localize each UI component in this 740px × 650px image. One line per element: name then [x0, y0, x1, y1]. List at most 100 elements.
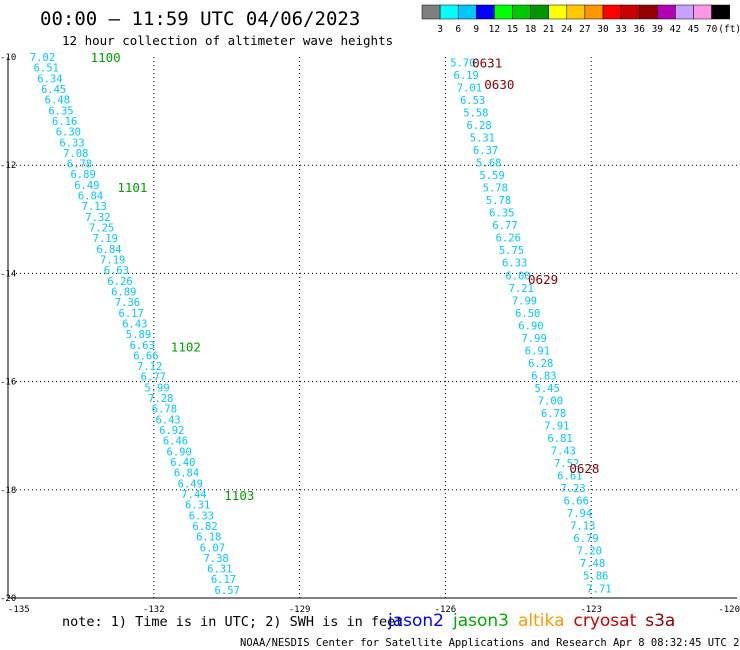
wave-height-value: 7.20 — [577, 546, 602, 558]
satellite-name: jason3 — [452, 611, 509, 631]
wave-height-value: 5.59 — [479, 170, 504, 182]
pass-time-label: 1100 — [91, 50, 121, 65]
legend-label: 45 — [688, 24, 699, 35]
legend-swatch — [566, 4, 586, 20]
legend-label: 6 — [455, 24, 461, 35]
wave-height-value: 6.63 — [104, 265, 129, 277]
wave-height-value: 7.44 — [181, 489, 206, 501]
legend-label: 18 — [525, 24, 537, 35]
pass-time-label: 1102 — [171, 339, 201, 354]
wave-height-value: 6.77 — [141, 372, 166, 384]
wave-height-values: 7.026.516.346.456.486.356.166.306.337.08… — [30, 52, 612, 597]
wave-height-value: 6.84 — [174, 468, 199, 480]
wave-height-value: 6.16 — [52, 116, 77, 128]
wave-height-value: 6.30 — [56, 127, 81, 139]
wave-height-value: 5.75 — [499, 245, 524, 257]
wave-height-value: 6.33 — [502, 258, 527, 270]
legend-label: 24 — [561, 24, 573, 35]
wave-height-value: 7.36 — [115, 297, 140, 309]
wave-height-value: 6.46 — [163, 436, 188, 448]
legend-swatch — [530, 4, 549, 20]
legend-label: (ft) — [718, 24, 740, 35]
wave-height-value: 7.23 — [560, 483, 585, 495]
legend-swatch — [711, 4, 730, 20]
satellite-name: cryosat — [574, 611, 637, 631]
wave-height-value: 6.78 — [541, 408, 566, 420]
wave-height-value: 5.99 — [144, 382, 169, 394]
wave-height-value: 6.07 — [200, 542, 225, 554]
wave-height-value: 7.01 — [457, 82, 482, 94]
wave-height-value: 6.35 — [489, 208, 514, 220]
legend-label: 15 — [507, 24, 518, 35]
legend-swatch — [638, 4, 658, 20]
wave-height-value: 7.08 — [63, 148, 88, 160]
y-tick-label: -18 — [0, 486, 16, 496]
wave-height-value: 6.18 — [196, 532, 221, 544]
wave-height-value: 5.70 — [450, 57, 475, 69]
wave-height-value: 5.78 — [483, 183, 508, 195]
wave-height-value: 5.78 — [486, 195, 511, 207]
legend-label: 42 — [670, 24, 681, 35]
wave-height-value: 7.13 — [570, 521, 595, 533]
wave-height-value: 6.26 — [107, 276, 132, 288]
wave-height-value: 7.12 — [137, 361, 162, 373]
y-tick-label: -10 — [0, 53, 16, 63]
wave-height-value: 6.66 — [133, 350, 158, 362]
wave-height-value: 7.38 — [203, 553, 228, 565]
pass-time-label: 1101 — [117, 180, 147, 195]
legend-swatch — [476, 4, 495, 20]
wave-height-value: 6.84 — [96, 244, 121, 256]
legend-label: 3 — [437, 24, 443, 35]
legend-label: 12 — [489, 24, 500, 35]
legend-swatch — [421, 4, 441, 20]
pass-time-labels: 1100 1101 1102 1103 0631 0630 0629 0628 — [91, 50, 600, 503]
footer-credit: NOAA/NESDIS Center for Satellite Applica… — [240, 637, 740, 649]
x-tick-label: -132 — [143, 605, 165, 615]
wave-height-value: 6.78 — [152, 404, 177, 416]
wave-height-value: 6.78 — [67, 159, 92, 171]
wave-height-value: 7.32 — [85, 212, 110, 224]
chart-title: 00:00 – 11:59 UTC 04/06/2023 — [40, 8, 360, 30]
footer-note: note: 1) Time is in UTC; 2) SWH is in fe… — [62, 614, 403, 630]
wave-height-value: 5.45 — [535, 383, 560, 395]
legend-label: 33 — [615, 24, 626, 35]
satellite-name: altika — [518, 611, 565, 631]
wave-height-value: 6.66 — [564, 496, 589, 508]
legend-swatch — [675, 4, 694, 20]
wave-height-value: 6.49 — [178, 478, 203, 490]
wave-height-value: 6.34 — [37, 73, 62, 85]
wave-height-value: 7.00 — [538, 395, 563, 407]
pass-time-label: 1103 — [224, 488, 254, 503]
wave-height-value: 7.19 — [93, 233, 118, 245]
legend-swatch — [512, 4, 531, 20]
wave-height-value: 6.31 — [207, 564, 232, 576]
wave-height-value: 6.48 — [45, 95, 70, 107]
wave-height-value: 6.19 — [454, 70, 479, 82]
wave-height-value: 6.35 — [48, 105, 73, 117]
wave-height-value: 7.19 — [100, 254, 125, 266]
satellite-legend: jason2 jason3 altika cryosat s3a — [387, 611, 675, 631]
legend-label: 21 — [543, 24, 555, 35]
wave-height-value: 6.28 — [466, 120, 491, 132]
legend-label: 70 — [706, 24, 718, 35]
wave-height-value: 6.49 — [74, 180, 99, 192]
x-tick-label: -120 — [718, 605, 740, 615]
legend-label: 36 — [633, 24, 645, 35]
y-tick-label: -16 — [0, 378, 16, 388]
wave-height-value: 7.71 — [586, 583, 611, 595]
chart-subtitle: 12 hour collection of altimeter wave hei… — [62, 33, 393, 48]
wave-height-value: 6.61 — [557, 471, 582, 483]
y-tick-label: -14 — [0, 269, 16, 279]
wave-height-value: 6.82 — [192, 521, 217, 533]
wave-height-value: 7.13 — [82, 201, 107, 213]
wave-height-value: 6.33 — [189, 510, 214, 522]
wave-height-value: 7.43 — [551, 446, 576, 458]
wave-height-value: 6.51 — [34, 63, 59, 75]
wave-height-value: 6.45 — [41, 84, 66, 96]
wave-height-value: 6.92 — [159, 425, 184, 437]
plot-frame — [7, 57, 737, 599]
wave-height-value: 6.77 — [492, 220, 517, 232]
legend-swatch — [439, 4, 459, 20]
